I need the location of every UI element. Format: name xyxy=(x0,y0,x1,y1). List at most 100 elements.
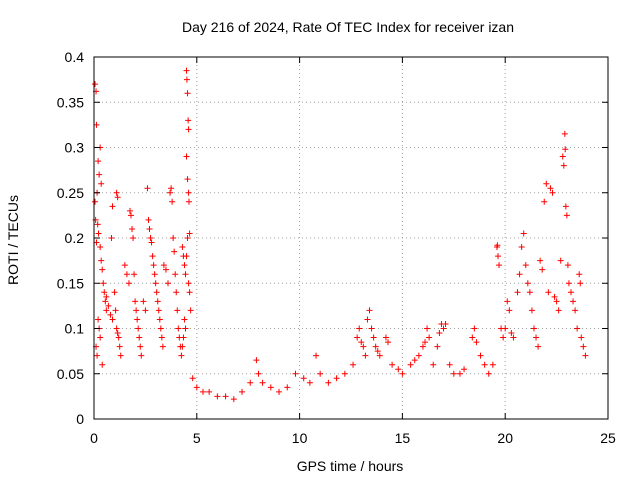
data-point xyxy=(489,361,496,368)
data-point xyxy=(539,266,546,273)
data-point xyxy=(186,230,193,237)
data-point xyxy=(306,379,313,386)
data-point xyxy=(481,361,488,368)
data-point xyxy=(185,198,192,205)
data-point xyxy=(382,334,389,341)
data-point xyxy=(159,343,166,350)
data-point xyxy=(446,361,453,368)
data-point xyxy=(389,361,396,368)
data-point xyxy=(510,334,517,341)
data-point xyxy=(138,352,145,359)
data-point xyxy=(137,343,144,350)
data-point xyxy=(440,325,447,332)
data-point xyxy=(149,253,156,260)
data-point xyxy=(95,158,102,165)
data-point xyxy=(553,298,560,305)
data-point xyxy=(108,235,115,241)
data-point xyxy=(98,180,105,187)
data-point xyxy=(247,379,254,386)
y-tick-labels: 0 0.05 0.1 0.15 0.2 0.25 0.3 0.35 0.4 xyxy=(57,49,84,427)
data-point xyxy=(545,289,552,296)
data-point xyxy=(189,375,196,382)
data-point xyxy=(145,216,152,223)
data-point xyxy=(399,370,406,377)
data-point xyxy=(577,280,584,287)
data-point xyxy=(358,339,365,346)
data-point xyxy=(175,325,182,332)
data-point xyxy=(374,348,381,355)
y-tick-label: 0.1 xyxy=(65,321,85,337)
data-point xyxy=(562,146,569,153)
data-point xyxy=(206,388,213,395)
data-point xyxy=(559,153,566,160)
data-point xyxy=(169,198,176,205)
x-tick-labels: 0 5 10 15 20 25 xyxy=(90,430,616,446)
data-point xyxy=(136,334,143,341)
data-point xyxy=(255,370,262,377)
data-point xyxy=(99,361,106,368)
data-point xyxy=(183,67,190,74)
data-point xyxy=(434,343,441,350)
data-point xyxy=(94,221,101,228)
data-point xyxy=(370,334,377,341)
data-point xyxy=(185,117,192,124)
data-point xyxy=(182,325,189,332)
data-point xyxy=(114,330,121,337)
data-point xyxy=(456,370,463,377)
data-point xyxy=(565,280,572,287)
data-point xyxy=(92,198,99,205)
data-point xyxy=(341,370,348,377)
data-point xyxy=(214,393,221,400)
data-point xyxy=(471,325,478,332)
data-point xyxy=(366,307,373,314)
data-point xyxy=(178,352,185,359)
data-point xyxy=(524,280,531,287)
data-point xyxy=(111,289,118,296)
data-point xyxy=(411,357,418,364)
data-point xyxy=(508,330,515,337)
data-point xyxy=(184,235,191,241)
data-point xyxy=(147,235,154,241)
data-point xyxy=(154,298,161,305)
data-point xyxy=(140,298,147,305)
data-point xyxy=(356,325,363,332)
data-point xyxy=(100,280,107,287)
data-point xyxy=(533,334,540,341)
data-point xyxy=(555,307,562,314)
data-point xyxy=(134,316,141,323)
data-point xyxy=(157,325,164,332)
data-point xyxy=(105,302,112,309)
data-point xyxy=(144,185,151,192)
data-point xyxy=(300,375,307,382)
data-point xyxy=(424,325,431,332)
data-point xyxy=(174,307,181,314)
data-point xyxy=(97,334,104,341)
data-point xyxy=(131,271,138,278)
data-point xyxy=(153,289,160,296)
data-point xyxy=(567,289,574,296)
data-point xyxy=(172,271,179,278)
data-point xyxy=(530,325,537,332)
data-point xyxy=(95,316,102,323)
data-point xyxy=(376,352,383,359)
data-point xyxy=(113,189,120,196)
data-point xyxy=(551,293,558,300)
x-tick-label: 20 xyxy=(497,430,513,446)
y-tick-label: 0.15 xyxy=(57,275,84,291)
data-point xyxy=(574,325,581,332)
data-point xyxy=(133,307,140,314)
data-point xyxy=(92,81,99,88)
data-point xyxy=(183,153,190,160)
data-point xyxy=(185,189,192,196)
data-point xyxy=(541,198,548,205)
data-point xyxy=(148,239,155,246)
data-point xyxy=(128,212,135,219)
data-point xyxy=(170,235,177,241)
data-point xyxy=(167,189,174,196)
data-point xyxy=(123,271,130,278)
data-point xyxy=(528,307,535,314)
data-point xyxy=(158,334,165,341)
data-point xyxy=(385,339,392,346)
data-point xyxy=(284,384,291,391)
